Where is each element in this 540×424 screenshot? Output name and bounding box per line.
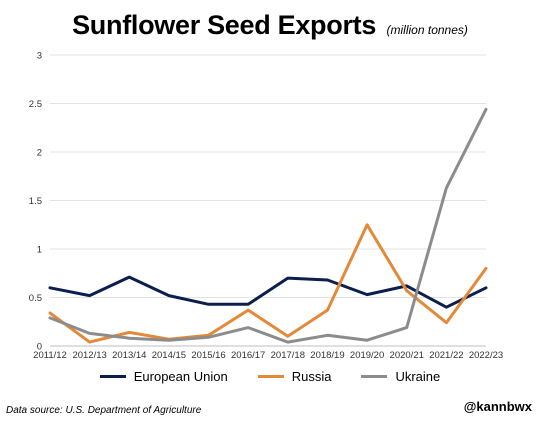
x-tick-label: 2015/16 [191,350,225,361]
x-tick-label: 2022/23 [469,350,503,361]
series-line-ukraine [48,107,488,344]
chart-subtitle: (million tonnes) [386,23,468,37]
legend-label: Ukraine [395,369,441,384]
legend-label: European Union [133,369,228,384]
x-tick-label: 2016/17 [231,350,265,361]
legend-label: Russia [291,369,332,384]
x-tick-label: 2011/12 [33,350,67,361]
series-line-european-union [48,275,488,309]
series-line-russia [48,223,488,344]
x-tick-label: 2019/20 [350,350,384,361]
legend-swatch-ukraine [361,375,388,378]
legend-swatch-russia [257,375,284,378]
x-tick-label: 2018/19 [310,350,344,361]
data-source-note: Data source: U.S. Department of Agricult… [6,405,202,416]
chart-title: Sunflower Seed Exports [72,10,377,40]
y-tick-label: 3 [37,51,42,62]
x-tick-label: 2017/18 [271,350,305,361]
y-tick-label: 2.5 [29,99,42,110]
x-tick-label: 2013/14 [112,350,146,361]
x-tick-label: 2021/22 [429,350,463,361]
legend: European Union Russia Ukraine [0,369,540,384]
legend-item-european-union: European Union [99,369,228,384]
y-tick-label: 2 [37,148,42,159]
x-tick-label: 2014/15 [152,350,186,361]
line-chart: 0 0.5 1 1.5 2 2.5 3 2011/12 2012/13 2013/14 2014/1… [29,51,503,362]
y-tick-label: 0.5 [29,293,42,304]
y-tick-label: 1.5 [29,196,42,207]
x-tick-label: 2012/13 [72,350,106,361]
legend-swatch-european-union [99,375,126,378]
x-tick-label: 2020/21 [390,350,424,361]
legend-item-russia: Russia [257,369,332,384]
legend-item-ukraine: Ukraine [361,369,440,384]
y-tick-label: 0 [37,342,42,353]
author-handle: @kannbwx [463,399,532,414]
y-tick-label: 1 [37,245,42,256]
chart-title-row: Sunflower Seed Exports (million tonnes) [0,10,540,41]
